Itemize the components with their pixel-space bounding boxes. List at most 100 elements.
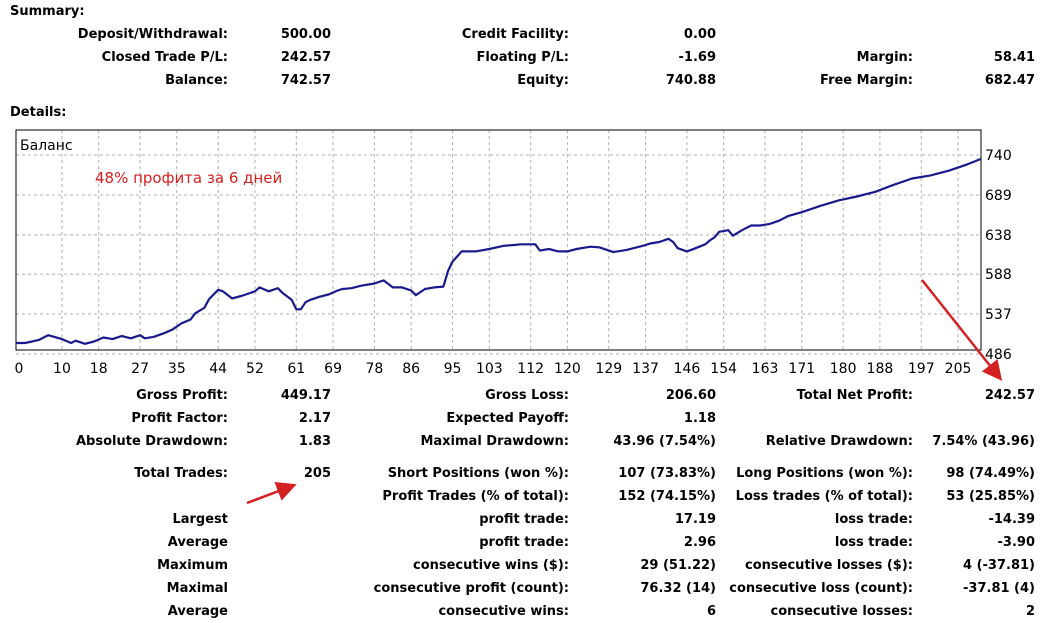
details-label-3: consecutive losses: — [770, 604, 913, 619]
details-value-2: 206.60 — [665, 388, 716, 403]
chart-annotation: 48% профита за 6 дней — [95, 169, 282, 187]
summary-title: Summary: — [10, 4, 85, 19]
x-tick-label: 27 — [131, 361, 149, 377]
summary-label-2: Equity: — [517, 73, 569, 88]
summary-value-3: 682.47 — [984, 73, 1035, 88]
x-tick-label: 188 — [867, 361, 894, 377]
summary-label-1: Deposit/Withdrawal: — [77, 27, 228, 42]
details-value-1: 2.17 — [298, 411, 331, 426]
summary-value-1: 742.57 — [280, 73, 331, 88]
summary-label-2: Credit Facility: — [461, 27, 569, 42]
details-value-2: 17.19 — [674, 512, 716, 527]
x-tick-label: 112 — [517, 361, 544, 377]
y-tick-label: 588 — [985, 267, 1012, 283]
summary-value-2: -1.69 — [678, 50, 716, 65]
x-tick-label: 205 — [945, 361, 972, 377]
details-value-2: 43.96 (7.54%) — [613, 434, 716, 449]
x-tick-label: 103 — [476, 361, 503, 377]
y-tick-label: 486 — [985, 347, 1012, 363]
details-label-3: consecutive loss (count): — [729, 581, 913, 596]
details-value-2: 76.32 (14) — [640, 581, 716, 596]
details-value-3: 53 (25.85%) — [946, 489, 1035, 504]
details-label-2: consecutive profit (count): — [373, 581, 569, 596]
x-tick-label: 78 — [366, 361, 384, 377]
details-label-3: Loss trades (% of total): — [735, 489, 913, 504]
x-tick-label: 18 — [90, 361, 108, 377]
details-label-1: Largest — [172, 512, 228, 527]
y-tick-label: 638 — [985, 228, 1012, 244]
summary-value-2: 740.88 — [665, 73, 716, 88]
summary-label-3: Margin: — [856, 50, 913, 65]
x-tick-label: 163 — [752, 361, 779, 377]
details-value-3: 4 (-37.81) — [963, 558, 1035, 573]
chart-frame — [15, 129, 982, 351]
details-title: Details: — [10, 105, 67, 120]
x-tick-label: 0 — [15, 361, 24, 377]
details-value-3: 98 (74.49%) — [946, 466, 1035, 481]
x-tick-label: 10 — [53, 361, 71, 377]
details-value-3: -37.81 (4) — [963, 581, 1035, 596]
details-label-3: consecutive losses ($): — [745, 558, 913, 573]
details-label-3: Long Positions (won %): — [736, 466, 913, 481]
details-label-3: Relative Drawdown: — [765, 434, 913, 449]
details-value-1: 1.83 — [298, 434, 331, 449]
details-label-3: loss trade: — [834, 512, 913, 527]
details-value-2: 1.18 — [683, 411, 716, 426]
x-tick-label: 35 — [168, 361, 186, 377]
chart-title: Баланс — [20, 138, 73, 154]
arrow-total-trades — [246, 481, 297, 505]
details-label-2: profit trade: — [479, 512, 569, 527]
balance-line — [16, 157, 982, 345]
x-tick-label: 146 — [674, 361, 701, 377]
details-label-2: Short Positions (won %): — [387, 466, 569, 481]
details-label-3: Total Net Profit: — [796, 388, 913, 403]
summary-label-3: Free Margin: — [820, 73, 913, 88]
y-tick-label: 740 — [985, 148, 1012, 164]
y-tick-label: 689 — [985, 188, 1012, 204]
x-tick-label: 129 — [595, 361, 622, 377]
x-tick-label: 180 — [830, 361, 857, 377]
details-label-3: loss trade: — [834, 535, 913, 550]
details-label-2: Maximal Drawdown: — [420, 434, 569, 449]
balance-chart: Баланс 48% профита за 6 дней 740 689 638 58… — [15, 129, 1012, 377]
chart-grid — [16, 130, 981, 355]
details-label-2: consecutive wins: — [438, 604, 569, 619]
details-label-1: Average — [167, 535, 228, 550]
details-label-1: Gross Profit: — [136, 388, 228, 403]
details-label-1: Maximal — [166, 581, 228, 596]
details-value-3: 2 — [1025, 604, 1035, 619]
summary-label-1: Balance: — [165, 73, 228, 88]
details-value-3: 242.57 — [984, 388, 1035, 403]
y-tick-label: 537 — [985, 307, 1012, 323]
details-label-1: Absolute Drawdown: — [76, 434, 228, 449]
chart-y-ticks: 740 689 638 588 537 486 — [985, 148, 1012, 363]
summary-value-2: 0.00 — [683, 27, 716, 42]
x-tick-label: 61 — [287, 361, 305, 377]
details-value-2: 107 (73.83%) — [618, 466, 716, 481]
x-tick-label: 154 — [710, 361, 737, 377]
details-label-2: Expected Payoff: — [446, 411, 569, 426]
details-value-2: 29 (51.22) — [640, 558, 716, 573]
summary-value-3: 58.41 — [993, 50, 1035, 65]
x-tick-label: 171 — [788, 361, 815, 377]
summary-value-1: 242.57 — [280, 50, 331, 65]
summary-label-1: Closed Trade P/L: — [101, 50, 228, 65]
details-label-1: Profit Factor: — [131, 411, 228, 426]
x-tick-label: 137 — [632, 361, 659, 377]
details-label-2: profit trade: — [479, 535, 569, 550]
x-tick-label: 52 — [246, 361, 264, 377]
details-label-1: Maximum — [157, 558, 228, 573]
details-label-2: consecutive wins ($): — [412, 558, 569, 573]
details-label-1: Average — [167, 604, 228, 619]
x-tick-label: 197 — [908, 361, 935, 377]
summary-label-2: Floating P/L: — [476, 50, 569, 65]
x-tick-label: 69 — [324, 361, 342, 377]
details-label-2: Profit Trades (% of total): — [382, 489, 569, 504]
details-label-2: Gross Loss: — [485, 388, 569, 403]
x-tick-label: 120 — [554, 361, 581, 377]
details-value-3: -14.39 — [988, 512, 1035, 527]
details-value-1: 449.17 — [280, 388, 331, 403]
details-label-1: Total Trades: — [134, 466, 228, 481]
details-value-3: 7.54% (43.96) — [932, 434, 1035, 449]
details-value-2: 2.96 — [683, 535, 716, 550]
